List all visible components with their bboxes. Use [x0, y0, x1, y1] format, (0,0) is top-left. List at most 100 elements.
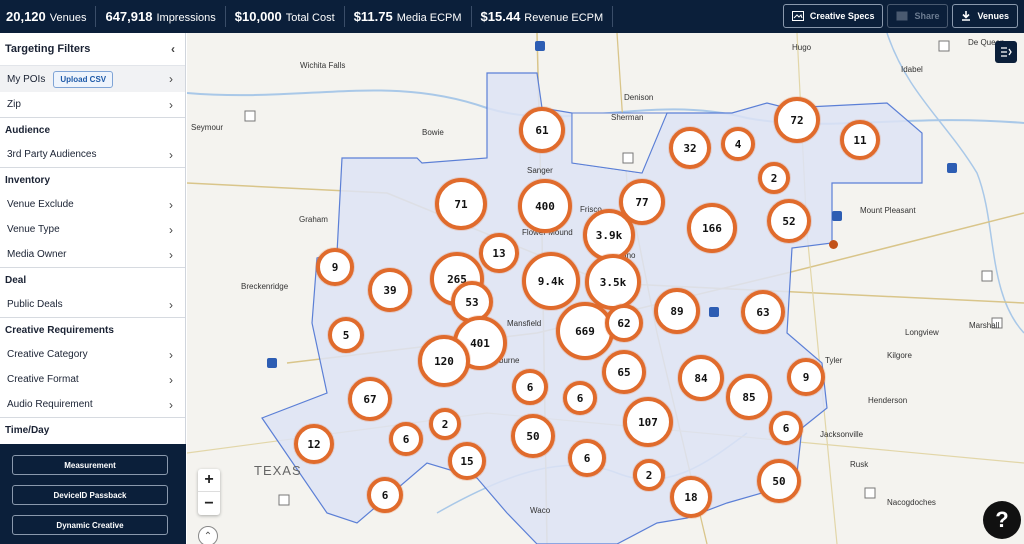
venue-cluster[interactable]: 120 — [418, 335, 470, 387]
venue-cluster[interactable]: 71 — [435, 178, 487, 230]
venue-cluster[interactable]: 85 — [726, 374, 772, 420]
venue-cluster[interactable]: 6 — [389, 422, 423, 456]
venue-cluster[interactable]: 107 — [623, 397, 673, 447]
venue-cluster[interactable]: 9 — [787, 358, 825, 396]
stat-value: $11.75 — [353, 9, 393, 24]
sidebar-item-venue-type[interactable]: Venue Type › — [0, 217, 185, 242]
venue-cluster[interactable]: 39 — [368, 268, 412, 312]
download-icon — [962, 11, 971, 21]
town-label: Bowie — [422, 128, 444, 137]
chevron-left-icon[interactable]: ‹ — [171, 42, 175, 56]
venue-cluster[interactable]: 2 — [758, 162, 790, 194]
venue-cluster[interactable]: 669 — [556, 302, 614, 360]
sidebar-item-public-deals[interactable]: Public Deals › — [0, 292, 185, 317]
expand-panel-button[interactable] — [995, 41, 1017, 63]
town-label: Sanger — [527, 166, 553, 175]
sidebar-item-media-owner[interactable]: Media Owner › — [0, 242, 185, 267]
section-creative-requirements: Creative Requirements — [0, 317, 185, 342]
town-label: Wichita Falls — [300, 61, 346, 70]
chevron-right-icon: › — [169, 247, 173, 262]
venue-cluster[interactable]: 6 — [367, 477, 403, 513]
help-button[interactable]: ? — [983, 501, 1021, 539]
sidebar-item-label: Creative Format — [7, 374, 79, 385]
venue-cluster[interactable]: 3.5k — [585, 254, 641, 310]
venue-cluster[interactable]: 50 — [511, 414, 555, 458]
map-view[interactable]: Wichita Falls Bowie Seymour Graham Breck… — [187, 33, 1024, 544]
zoom-in-button[interactable]: + — [198, 469, 220, 492]
stat-media-ecpm: $11.75 Media ECPM — [345, 6, 472, 27]
venue-cluster[interactable]: 6 — [512, 369, 548, 405]
sidebar-item-zip[interactable]: Zip › — [0, 92, 185, 117]
sidebar-title: Targeting Filters — [5, 43, 91, 55]
venue-cluster[interactable]: 166 — [687, 203, 737, 253]
sidebar-item-creative-category[interactable]: Creative Category › — [0, 342, 185, 367]
deviceid-passback-button[interactable]: DeviceID Passback — [12, 485, 168, 505]
town-label: Sherman — [611, 113, 644, 122]
share-icon — [896, 11, 908, 21]
sidebar-item-creative-format[interactable]: Creative Format › — [0, 367, 185, 392]
dynamic-creative-button[interactable]: Dynamic Creative — [12, 515, 168, 535]
targeting-sidebar: Targeting Filters ‹ My POIs Upload CSV › … — [0, 33, 186, 544]
venue-cluster[interactable]: 52 — [767, 199, 811, 243]
venue-cluster[interactable]: 9 — [316, 248, 354, 286]
venue-cluster[interactable]: 62 — [605, 304, 643, 342]
sidebar-item-3rd-party-audiences[interactable]: 3rd Party Audiences › — [0, 142, 185, 167]
venue-cluster[interactable]: 67 — [348, 377, 392, 421]
venue-cluster[interactable]: 6 — [769, 411, 803, 445]
measurement-button[interactable]: Measurement — [12, 455, 168, 475]
bottom-panel-toggle[interactable]: ⌃ — [198, 526, 218, 544]
sidebar-item-venue-exclude[interactable]: Venue Exclude › — [0, 192, 185, 217]
venue-cluster[interactable]: 50 — [757, 459, 801, 503]
venue-cluster[interactable]: 72 — [774, 97, 820, 143]
venue-cluster[interactable]: 6 — [568, 439, 606, 477]
sidebar-item-audio-requirement[interactable]: Audio Requirement › — [0, 392, 185, 417]
town-label: Mount Pleasant — [860, 206, 916, 215]
chevron-right-icon: › — [169, 197, 173, 212]
venue-cluster[interactable]: 84 — [678, 355, 724, 401]
venue-cluster[interactable]: 65 — [602, 350, 646, 394]
section-inventory: Inventory — [0, 167, 185, 192]
town-label: Longview — [905, 328, 939, 337]
venue-cluster[interactable]: 3.9k — [583, 209, 635, 261]
chevron-right-icon: › — [169, 147, 173, 162]
zoom-out-button[interactable]: − — [204, 494, 214, 512]
creative-specs-button[interactable]: Creative Specs — [782, 4, 884, 28]
stat-value: $15.44 — [480, 9, 521, 24]
venue-cluster[interactable]: 63 — [741, 290, 785, 334]
chevron-up-icon: ⌃ — [203, 530, 213, 542]
upload-csv-button[interactable]: Upload CSV — [53, 70, 114, 88]
town-label: Seymour — [191, 123, 224, 132]
town-label: Kilgore — [887, 351, 912, 360]
venue-cluster[interactable]: 4 — [721, 127, 755, 161]
venue-cluster[interactable]: 61 — [519, 107, 565, 153]
share-button[interactable]: Share — [887, 4, 949, 28]
stat-label: Impressions — [156, 12, 216, 24]
stat-venues: 20,120 Venues — [0, 6, 97, 27]
town-label: Jacksonville — [820, 430, 864, 439]
venue-cluster[interactable]: 18 — [670, 476, 712, 518]
venue-cluster[interactable]: 5 — [328, 317, 364, 353]
venue-cluster[interactable]: 6 — [563, 381, 597, 415]
sidebar-item-label: 3rd Party Audiences — [7, 149, 97, 160]
town-label: Hugo — [792, 43, 812, 52]
venue-cluster[interactable]: 12 — [294, 424, 334, 464]
chevron-right-icon: › — [169, 347, 173, 362]
stat-value: 647,918 — [105, 9, 153, 24]
poi-marker[interactable] — [829, 240, 838, 249]
venue-cluster[interactable]: 15 — [448, 442, 486, 480]
venue-cluster[interactable]: 2 — [429, 408, 461, 440]
town-label: Graham — [299, 215, 328, 224]
venue-cluster[interactable]: 2 — [633, 459, 665, 491]
venue-cluster[interactable]: 9.4k — [522, 252, 580, 310]
panel-collapse-icon — [1001, 47, 1012, 57]
state-label: TEXAS — [254, 463, 302, 478]
sidebar-item-my-pois[interactable]: My POIs Upload CSV › — [0, 66, 185, 92]
venue-cluster[interactable]: 32 — [669, 127, 711, 169]
venue-cluster[interactable]: 400 — [518, 179, 572, 233]
venue-cluster[interactable]: 13 — [479, 233, 519, 273]
venue-cluster[interactable]: 89 — [654, 288, 700, 334]
stat-impressions: 647,918 Impressions — [96, 6, 226, 27]
venue-cluster[interactable]: 11 — [840, 120, 880, 160]
town-label: Idabel — [901, 65, 923, 74]
venues-download-button[interactable]: Venues — [952, 4, 1018, 28]
